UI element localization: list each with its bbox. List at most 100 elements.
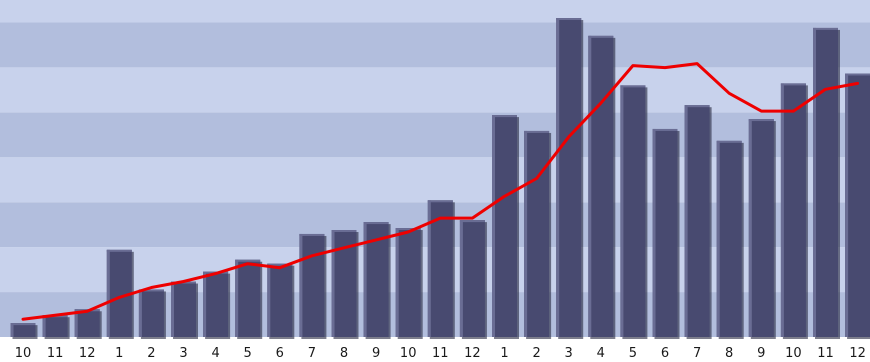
- x-tick-label: 12: [464, 346, 481, 361]
- bar-top-edge: [427, 200, 453, 203]
- bar-highlight: [171, 281, 174, 337]
- bar-top-edge: [106, 249, 132, 252]
- bar: [138, 289, 166, 339]
- bar: [235, 259, 263, 339]
- bar-body: [42, 315, 68, 337]
- bar-highlight: [363, 222, 367, 337]
- bar-body: [652, 128, 678, 337]
- x-tick-label: 7: [693, 346, 701, 361]
- bar-top-edge: [813, 27, 838, 30]
- bar: [459, 220, 487, 339]
- bar-body: [171, 281, 196, 337]
- x-tick-label: 5: [244, 346, 252, 361]
- bar: [748, 119, 776, 339]
- x-tick-label: 10: [15, 346, 32, 361]
- bar-highlight: [620, 85, 624, 337]
- bar-highlight: [524, 130, 528, 337]
- axis-area: [0, 337, 870, 362]
- bar-highlight: [780, 83, 784, 338]
- x-tick-label: 3: [565, 346, 573, 361]
- bar-top-edge: [363, 222, 389, 225]
- bar-body: [267, 263, 293, 337]
- bar-top-edge: [556, 18, 582, 21]
- bar-body: [813, 27, 838, 338]
- bar-highlight: [10, 323, 14, 337]
- x-tick-label: 4: [211, 346, 219, 361]
- bar: [780, 83, 808, 340]
- bar-highlight: [716, 140, 720, 337]
- bar-highlight: [459, 220, 463, 337]
- trend-line: [21, 62, 860, 321]
- bar: [42, 315, 70, 339]
- x-axis-ticks: 10 11 12 1 2 3 4 5 6 7 8 9 10 11 12 1 2 3 4 5 6 7 8 9 10 11 12: [15, 346, 866, 361]
- bar-top-edge: [845, 73, 870, 76]
- bar-highlight: [267, 263, 271, 337]
- x-tick-label: 4: [597, 346, 605, 361]
- bar-highlight: [106, 249, 110, 337]
- bar-highlight: [748, 119, 752, 337]
- bar-highlight: [138, 289, 142, 337]
- bar: [524, 130, 552, 339]
- bar-top-edge: [524, 130, 550, 133]
- grid-band: [0, 22, 870, 68]
- bar-body: [235, 259, 261, 337]
- bar-top-edge: [10, 323, 36, 326]
- x-tick-label: 12: [79, 346, 96, 361]
- x-tick-label: 5: [629, 346, 637, 361]
- bar-top-edge: [588, 35, 614, 38]
- x-tick-label: 9: [757, 346, 765, 361]
- bar-body: [74, 309, 100, 337]
- grid-band: [0, 0, 870, 23]
- x-tick-label: 11: [47, 346, 64, 361]
- x-tick-label: 1: [500, 346, 508, 361]
- bar: [684, 105, 712, 339]
- bar-highlight: [684, 105, 688, 337]
- bar-highlight: [42, 315, 46, 337]
- bar-highlight: [74, 309, 78, 337]
- bar-body: [556, 18, 582, 338]
- x-tick-label: 10: [400, 346, 417, 361]
- bar-body: [138, 289, 164, 337]
- bar-body: [10, 323, 36, 337]
- bar: [10, 323, 38, 339]
- bar-body: [395, 228, 421, 337]
- bar-top-edge: [620, 85, 646, 88]
- bar: [331, 230, 359, 339]
- x-tick-label: 2: [147, 346, 155, 361]
- x-tick-label: 12: [849, 346, 866, 361]
- bar-highlight: [813, 27, 816, 338]
- bar: [395, 228, 423, 339]
- bar: [299, 233, 327, 339]
- bar-body: [716, 140, 742, 337]
- bar-highlight: [331, 230, 335, 337]
- bar-body: [780, 83, 806, 338]
- bar: [171, 281, 198, 339]
- bar-highlight: [299, 233, 303, 337]
- bar-body: [299, 233, 325, 337]
- x-tick-label: 6: [276, 346, 284, 361]
- bar-top-edge: [395, 228, 421, 231]
- grid-band: [0, 67, 870, 113]
- bar-body: [845, 73, 870, 338]
- bar-body: [748, 119, 774, 337]
- trend-line-series: [21, 62, 860, 321]
- bar-top-edge: [138, 289, 164, 292]
- bar-highlight: [652, 128, 656, 337]
- bar-top-edge: [780, 83, 806, 86]
- bar: [620, 85, 648, 339]
- x-tick-label: 9: [372, 346, 380, 361]
- x-tick-label: 2: [532, 346, 540, 361]
- bar: [845, 73, 870, 340]
- bar-body: [203, 271, 229, 337]
- bar-highlight: [492, 115, 495, 337]
- x-tick-label: 7: [308, 346, 316, 361]
- bar-top-edge: [299, 233, 325, 236]
- bar: [652, 128, 680, 339]
- bar: [74, 309, 102, 339]
- bar-highlight: [845, 73, 849, 338]
- bar-top-edge: [459, 220, 485, 223]
- bar: [556, 18, 584, 340]
- x-tick-label: 6: [661, 346, 669, 361]
- bar-body: [588, 35, 614, 337]
